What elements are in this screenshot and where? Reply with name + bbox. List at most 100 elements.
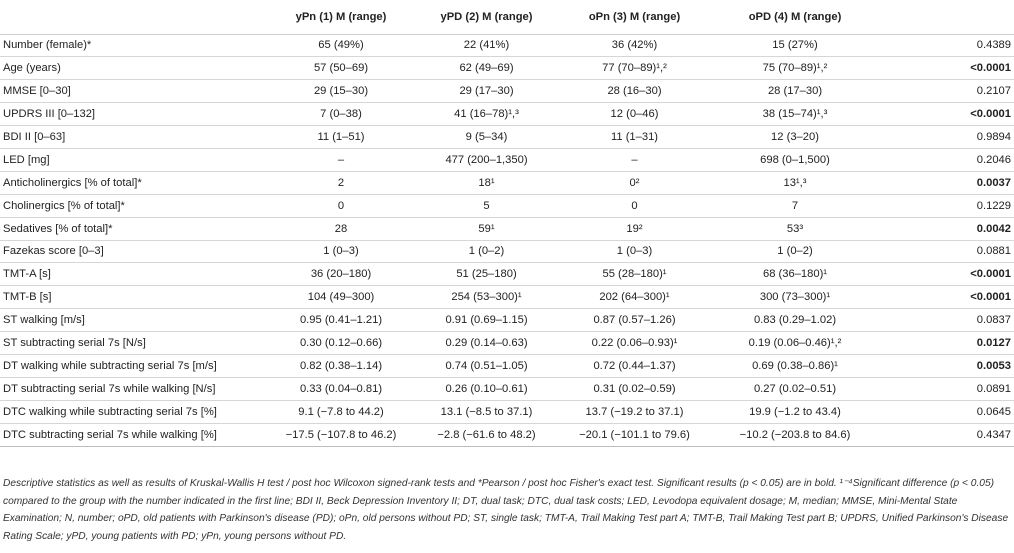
cell-p-value: <0.0001 bbox=[884, 102, 1014, 127]
header-p-value bbox=[884, 0, 1014, 35]
cell-opd: 698 (0–1,500) bbox=[706, 148, 884, 172]
cell-opd: 0.83 (0.29–1.02) bbox=[706, 308, 884, 333]
table-row: Age (years) 57 (50–69) 62 (49–69) 77 (70–89… bbox=[0, 56, 1014, 81]
cell-opn: 0.31 (0.02–0.59) bbox=[563, 377, 706, 401]
cell-p-value: <0.0001 bbox=[884, 285, 1014, 310]
cell-ypn: 104 (49–300) bbox=[272, 285, 410, 310]
cell-p-value: 0.0645 bbox=[884, 400, 1014, 424]
cell-p-value: 0.0891 bbox=[884, 377, 1014, 401]
row-label: MMSE [0–30] bbox=[0, 79, 272, 104]
cell-ypn: 28 bbox=[272, 217, 410, 241]
table-row: DTC walking while subtracting serial 7s … bbox=[0, 400, 1014, 424]
table-header-row: yPn (1) M (range) yPD (2) M (range) oPn … bbox=[0, 0, 1014, 35]
cell-opn: 202 (64–300)¹ bbox=[563, 285, 706, 310]
cell-opn: 0.22 (0.06–0.93)¹ bbox=[563, 331, 706, 355]
cell-ypn: 0.95 (0.41–1.21) bbox=[272, 308, 410, 333]
cell-p-value: 0.0127 bbox=[884, 331, 1014, 355]
cell-ypn: 57 (50–69) bbox=[272, 56, 410, 81]
cell-ypd: 0.91 (0.69–1.15) bbox=[410, 308, 563, 333]
table-row: Fazekas score [0–3] 1 (0–3) 1 (0–2) 1 (0–3)… bbox=[0, 240, 1014, 264]
cell-opn: 0² bbox=[563, 171, 706, 195]
cell-opn: 77 (70–89)¹,² bbox=[563, 56, 706, 81]
cell-ypn: −17.5 (−107.8 to 46.2) bbox=[272, 423, 410, 447]
cell-opd: 0.19 (0.06–0.46)¹,² bbox=[706, 331, 884, 355]
cell-opn: 1 (0–3) bbox=[563, 240, 706, 264]
cell-p-value: 0.0053 bbox=[884, 354, 1014, 378]
cell-p-value: 0.0837 bbox=[884, 308, 1014, 333]
row-label: Age (years) bbox=[0, 56, 272, 81]
cell-opn: 28 (16–30) bbox=[563, 79, 706, 104]
cell-ypn: 29 (15–30) bbox=[272, 79, 410, 104]
header-ypd: yPD (2) M (range) bbox=[410, 0, 563, 35]
cell-opn: 36 (42%) bbox=[563, 34, 706, 58]
row-label: TMT-B [s] bbox=[0, 285, 272, 310]
cell-ypn: – bbox=[272, 148, 410, 172]
row-label: DT subtracting serial 7s while walking [… bbox=[0, 377, 272, 401]
cell-ypd: 1 (0–2) bbox=[410, 240, 563, 264]
cell-ypn: 9.1 (−7.8 to 44.2) bbox=[272, 400, 410, 424]
cell-opn: 12 (0–46) bbox=[563, 102, 706, 127]
cell-ypd: 9 (5–34) bbox=[410, 125, 563, 149]
cell-p-value: 0.1229 bbox=[884, 194, 1014, 218]
table-row: Cholinergics [% of total]* 0 5 0 7 0.1229 bbox=[0, 194, 1014, 218]
cell-ypn: 0.33 (0.04–0.81) bbox=[272, 377, 410, 401]
cell-opd: 13¹,³ bbox=[706, 171, 884, 195]
cell-ypd: 29 (17–30) bbox=[410, 79, 563, 104]
cell-opn: 19² bbox=[563, 217, 706, 241]
cell-opd: 53³ bbox=[706, 217, 884, 241]
row-label: Anticholinergics [% of total]* bbox=[0, 171, 272, 195]
cell-ypn: 0 bbox=[272, 194, 410, 218]
cell-p-value: 0.9894 bbox=[884, 125, 1014, 149]
cell-ypn: 0.82 (0.38–1.14) bbox=[272, 354, 410, 378]
row-label: DTC subtracting serial 7s while walking … bbox=[0, 423, 272, 447]
cell-opd: 15 (27%) bbox=[706, 34, 884, 58]
table-row: UPDRS III [0–132] 7 (0–38) 41 (16–78)¹,³ 12… bbox=[0, 102, 1014, 127]
cell-ypd: 0.29 (0.14–0.63) bbox=[410, 331, 563, 355]
cell-ypd: 51 (25–180) bbox=[410, 262, 563, 287]
cell-p-value: 0.0037 bbox=[884, 171, 1014, 195]
cell-opd: 12 (3–20) bbox=[706, 125, 884, 149]
cell-ypd: 254 (53–300)¹ bbox=[410, 285, 563, 310]
cell-p-value: 0.2046 bbox=[884, 148, 1014, 172]
cell-ypd: −2.8 (−61.6 to 48.2) bbox=[410, 423, 563, 447]
table-row: DT subtracting serial 7s while walking [… bbox=[0, 377, 1014, 401]
row-label: Fazekas score [0–3] bbox=[0, 240, 272, 264]
cell-ypn: 65 (49%) bbox=[272, 34, 410, 58]
row-label: TMT-A [s] bbox=[0, 262, 272, 287]
cell-opd: 0.69 (0.38–0.86)¹ bbox=[706, 354, 884, 378]
cell-ypd: 18¹ bbox=[410, 171, 563, 195]
table-footnote: Descriptive statistics as well as result… bbox=[3, 478, 1009, 542]
cell-opn: −20.1 (−101.1 to 79.6) bbox=[563, 423, 706, 447]
cell-opd: 300 (73–300)¹ bbox=[706, 285, 884, 310]
row-label: Cholinergics [% of total]* bbox=[0, 194, 272, 218]
cell-opd: 7 bbox=[706, 194, 884, 218]
cell-p-value: 0.4347 bbox=[884, 423, 1014, 447]
cell-opn: 13.7 (−19.2 to 37.1) bbox=[563, 400, 706, 424]
cell-ypd: 41 (16–78)¹,³ bbox=[410, 102, 563, 127]
cell-p-value: 0.0042 bbox=[884, 217, 1014, 241]
cell-ypn: 7 (0–38) bbox=[272, 102, 410, 127]
row-label: LED [mg] bbox=[0, 148, 272, 172]
header-ypn: yPn (1) M (range) bbox=[272, 0, 410, 35]
cell-ypd: 22 (41%) bbox=[410, 34, 563, 58]
header-label-column bbox=[0, 0, 272, 35]
table-row: DTC subtracting serial 7s while walking … bbox=[0, 423, 1014, 447]
cell-opd: 19.9 (−1.2 to 43.4) bbox=[706, 400, 884, 424]
cell-ypd: 62 (49–69) bbox=[410, 56, 563, 81]
cell-ypd: 5 bbox=[410, 194, 563, 218]
table-row: BDI II [0–63] 11 (1–51) 9 (5–34) 11 (1–31) 1… bbox=[0, 125, 1014, 149]
results-table: yPn (1) M (range) yPD (2) M (range) oPn … bbox=[0, 0, 1014, 447]
row-label: Number (female)* bbox=[0, 34, 272, 58]
table-row: Number (female)* 65 (49%) 22 (41%) 36 (42%)… bbox=[0, 34, 1014, 58]
table-row: Anticholinergics [% of total]* 2 18¹ 0² 13¹,… bbox=[0, 171, 1014, 195]
cell-opd: 1 (0–2) bbox=[706, 240, 884, 264]
cell-ypd: 477 (200–1,350) bbox=[410, 148, 563, 172]
cell-opn: 0 bbox=[563, 194, 706, 218]
row-label: DTC walking while subtracting serial 7s … bbox=[0, 400, 272, 424]
cell-opd: 38 (15–74)¹,³ bbox=[706, 102, 884, 127]
cell-ypd: 0.74 (0.51–1.05) bbox=[410, 354, 563, 378]
header-opn: oPn (3) M (range) bbox=[563, 0, 706, 35]
table-row: TMT-A [s] 36 (20–180) 51 (25–180) 55 (28–18… bbox=[0, 262, 1014, 287]
cell-p-value: 0.0881 bbox=[884, 240, 1014, 264]
